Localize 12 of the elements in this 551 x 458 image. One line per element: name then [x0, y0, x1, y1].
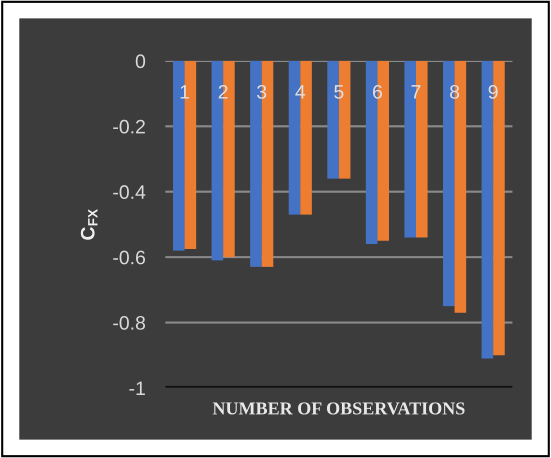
y-tick-label: 0 [136, 54, 146, 68]
y-axis-title: C$_{FX}$ [80, 209, 98, 240]
x-tick-label: 4 [295, 85, 306, 99]
y-tick-label: -0.8 [113, 316, 146, 330]
x-tick-label: 6 [373, 84, 382, 99]
x-tick-label: 5 [334, 85, 344, 99]
x-tick-label: 7 [412, 85, 420, 99]
y-tick-label: -1 [129, 382, 145, 395]
y-tick-label: -0.4 [113, 185, 146, 199]
y-tick-label: -0.6 [113, 250, 146, 264]
y-tick-label: -0.2 [113, 120, 145, 134]
x-axis-title: NUMBER OF OBSERVATIONS [212, 402, 465, 415]
